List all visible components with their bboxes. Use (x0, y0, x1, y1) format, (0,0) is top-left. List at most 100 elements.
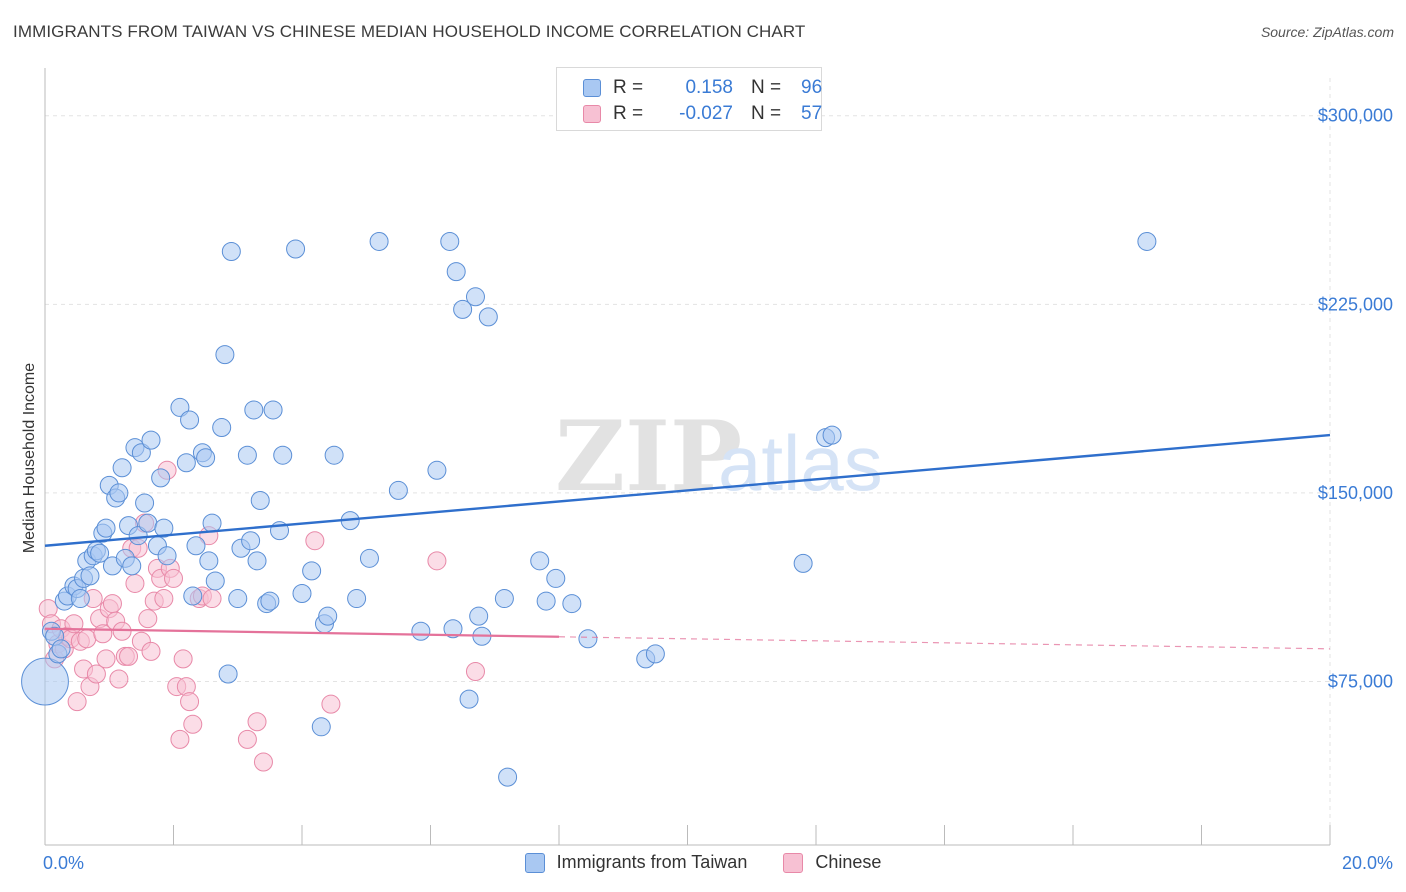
legend-item-taiwan: Immigrants from Taiwan (524, 852, 747, 873)
data-point-taiwan (645, 644, 665, 664)
data-point-taiwan (453, 299, 473, 319)
legend-swatch-taiwan (524, 852, 545, 873)
x-tick-label-min: 0.0% (43, 853, 84, 873)
data-point-taiwan (157, 546, 177, 566)
data-point-taiwan (546, 568, 566, 588)
data-point-chinese (173, 649, 193, 669)
data-point-chinese (183, 714, 203, 734)
data-point-taiwan (1137, 231, 1157, 251)
data-point-taiwan (498, 767, 518, 787)
data-point-taiwan (80, 566, 100, 586)
data-point-chinese (109, 669, 129, 689)
data-point-chinese (253, 752, 273, 772)
data-point-taiwan (112, 458, 132, 478)
data-point-chinese (465, 661, 485, 681)
data-point-taiwan (21, 657, 69, 706)
data-point-taiwan (388, 480, 408, 500)
data-point-taiwan (176, 453, 196, 473)
data-point-taiwan (96, 518, 116, 538)
data-point-taiwan (244, 400, 264, 420)
data-point-taiwan (446, 262, 466, 282)
data-point-chinese (427, 551, 447, 571)
legend-item-chinese: Chinese (783, 852, 881, 873)
data-point-taiwan (578, 629, 598, 649)
legend-r-label: R = (613, 103, 644, 124)
data-point-chinese (154, 589, 174, 609)
data-point-taiwan (212, 418, 232, 438)
data-point-chinese (86, 664, 106, 684)
y-tick-label: $150,000 (1318, 483, 1393, 503)
axes (44, 68, 1331, 846)
y-tick-label: $75,000 (1328, 672, 1393, 692)
data-point-taiwan (131, 443, 151, 463)
data-point-taiwan (170, 397, 190, 417)
axis-tick-labels: $75,000 $150,000 $225,000 $300,000 0.0% 20.0% (43, 106, 1393, 873)
data-point-taiwan (228, 589, 248, 609)
data-point-chinese (96, 649, 116, 669)
data-point-taiwan (324, 445, 344, 465)
data-point-taiwan (478, 307, 498, 327)
data-point-taiwan (302, 561, 322, 581)
data-point-taiwan (311, 717, 331, 737)
y-axis-label: Median Household Income (21, 363, 38, 553)
data-point-taiwan (186, 536, 206, 556)
data-point-taiwan (427, 460, 447, 480)
legend-n-label: N = (751, 103, 782, 124)
trend-lines (44, 433, 1331, 650)
data-point-chinese (321, 694, 341, 714)
data-point-chinese (102, 594, 122, 614)
data-point-taiwan (530, 551, 550, 571)
data-point-taiwan (128, 526, 148, 546)
watermark: ZIP atlas (555, 400, 883, 513)
data-point-taiwan (218, 664, 238, 684)
data-point-taiwan (369, 231, 389, 251)
data-point-taiwan (292, 584, 312, 604)
data-point-chinese (237, 729, 257, 749)
legend-n-value: 57 (801, 103, 823, 124)
data-point-taiwan (286, 239, 306, 259)
data-point-taiwan (562, 594, 582, 614)
legend-swatch-taiwan (583, 79, 601, 97)
data-point-taiwan (250, 490, 270, 510)
series-taiwan-points (21, 231, 1157, 787)
data-point-taiwan (215, 345, 235, 365)
data-point-taiwan (494, 589, 514, 609)
data-point-taiwan (109, 483, 129, 503)
legend-r-value: -0.027 (679, 103, 733, 124)
watermark-zip: ZIP (555, 400, 742, 513)
data-point-taiwan (154, 518, 174, 538)
legend-row-taiwan: R = 0.158 N = 96 (583, 76, 822, 100)
data-point-taiwan (141, 430, 161, 450)
data-point-taiwan (459, 689, 479, 709)
data-point-chinese (112, 621, 132, 641)
data-point-taiwan (260, 591, 280, 611)
data-point-chinese (67, 692, 87, 712)
data-point-taiwan (318, 606, 338, 626)
data-point-chinese (202, 589, 222, 609)
y-tick-label: $300,000 (1318, 106, 1393, 126)
legend-label-chinese: Chinese (815, 852, 882, 872)
data-point-taiwan (90, 543, 110, 563)
data-point-chinese (125, 573, 145, 593)
data-point-taiwan (247, 551, 267, 571)
stats-legend: R = 0.158 N = 96 R = -0.027 N = 57 (556, 67, 822, 131)
data-point-taiwan (263, 400, 283, 420)
watermark-atlas: atlas (718, 419, 883, 507)
data-point-taiwan (347, 589, 367, 609)
legend-row-chinese: R = -0.027 N = 57 (583, 102, 822, 126)
legend-swatch-chinese (583, 105, 601, 123)
data-point-chinese (247, 712, 267, 732)
data-point-taiwan (221, 242, 241, 262)
data-point-chinese (77, 629, 97, 649)
data-point-taiwan (70, 589, 90, 609)
data-point-taiwan (180, 410, 200, 430)
legend-n-label: N = (751, 77, 782, 98)
y-tick-label: $225,000 (1318, 294, 1393, 314)
data-point-taiwan (122, 556, 142, 576)
trend-line-chinese-dashed (558, 636, 1331, 650)
data-point-chinese (138, 609, 158, 629)
source-label: Source: ZipAtlas.com (1260, 24, 1394, 40)
data-point-taiwan (411, 621, 431, 641)
data-point-chinese (119, 646, 139, 666)
